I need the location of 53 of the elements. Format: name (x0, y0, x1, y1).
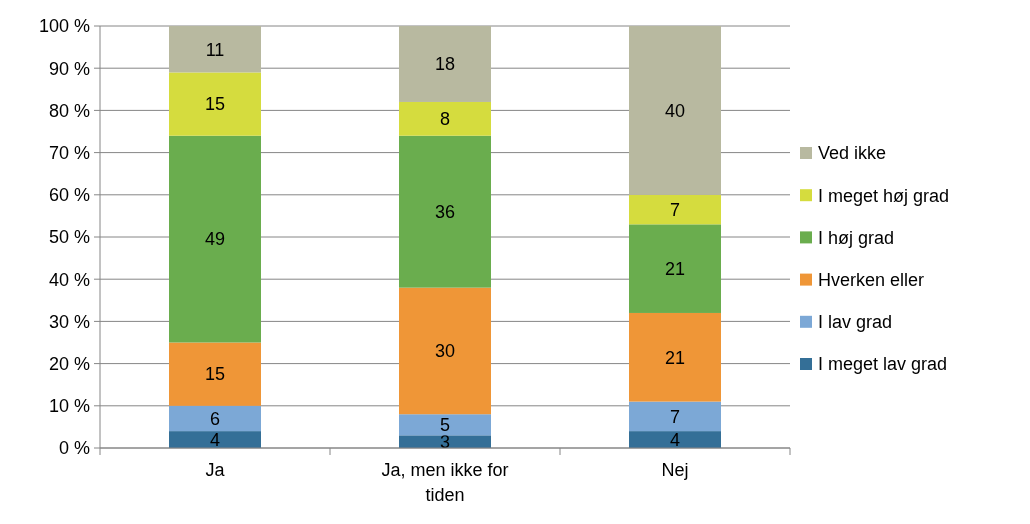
legend-label: I lav grad (818, 312, 893, 333)
data-label: 49 (204, 229, 226, 250)
bar (169, 135, 261, 343)
bar (629, 194, 721, 225)
bar (399, 135, 491, 288)
bar (169, 26, 261, 73)
bar (169, 342, 261, 406)
data-label: 21 (664, 347, 686, 368)
data-label: 30 (434, 341, 456, 362)
data-label: 4 (669, 429, 681, 450)
data-label: 7 (669, 199, 681, 220)
bar (169, 431, 261, 448)
bar (629, 224, 721, 313)
data-label: 8 (439, 109, 451, 130)
data-label: 6 (209, 408, 221, 429)
y-tick-label: 0 % (58, 438, 90, 459)
data-label: 21 (664, 258, 686, 279)
data-label: 15 (204, 94, 226, 115)
bar (629, 312, 721, 402)
y-tick-label: 10 % (48, 396, 90, 417)
y-tick-label: 80 % (48, 100, 90, 121)
data-label: 7 (669, 406, 681, 427)
bar (629, 431, 721, 448)
bar (169, 405, 261, 432)
legend-label: I meget høj grad (818, 185, 950, 206)
data-label: 36 (434, 201, 456, 222)
x-tick-label: Nej (661, 460, 689, 480)
data-label: 18 (434, 54, 456, 75)
data-label: 11 (205, 39, 225, 60)
bar (169, 72, 261, 136)
bar (629, 26, 721, 195)
x-tick-label: Ja (205, 460, 226, 480)
legend-label: Ved ikke (818, 143, 887, 164)
y-tick-label: 60 % (48, 185, 90, 206)
bar (399, 101, 491, 136)
legend-label: Hverken eller (818, 269, 925, 290)
data-label: 40 (664, 100, 686, 121)
y-tick-label: 70 % (48, 142, 90, 163)
y-tick-label: 50 % (48, 227, 90, 248)
legend-label: I meget lav grad (818, 354, 948, 375)
bar (399, 26, 491, 102)
bar (399, 287, 491, 415)
y-tick-label: 20 % (48, 353, 90, 374)
y-tick-label: 90 % (48, 58, 90, 79)
x-tick-label: Ja, men ikke for tiden (381, 460, 509, 505)
bar (629, 401, 721, 432)
y-tick-label: 40 % (48, 269, 90, 290)
bar (399, 414, 491, 436)
legend-label: I høj grad (818, 227, 895, 248)
data-label: 15 (204, 364, 226, 385)
y-tick-label: 30 % (48, 311, 90, 332)
y-tick-label: 100 % (38, 16, 90, 37)
data-label: 4 (209, 429, 221, 450)
